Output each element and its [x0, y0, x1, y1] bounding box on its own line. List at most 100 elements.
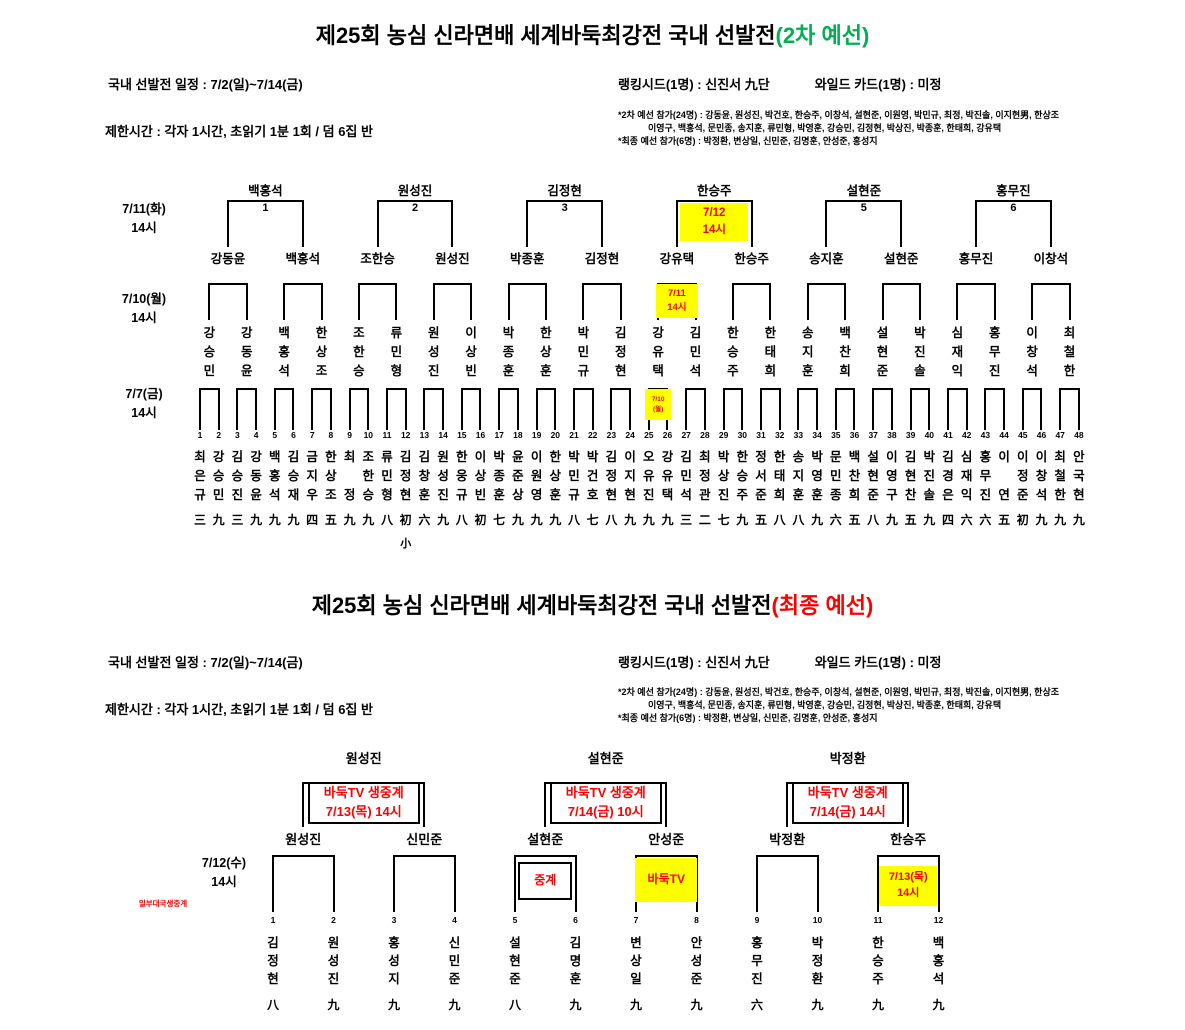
match-bracket — [756, 855, 819, 912]
player-name-char: 진 — [717, 488, 730, 502]
section1-title-suffix: (2차 예선) — [775, 23, 870, 48]
player-name-char: 백 — [848, 450, 861, 464]
match-bracket — [386, 388, 407, 430]
entry-number: 5 — [272, 430, 278, 440]
match-bracket — [825, 200, 903, 247]
player-name-char: 규 — [568, 488, 580, 502]
entry-number: 16 — [475, 430, 486, 440]
player-name-char: 희 — [764, 364, 777, 378]
match-bracket — [423, 388, 445, 430]
player-name-char: 강 — [250, 450, 262, 464]
entry-number: 11 — [873, 915, 883, 925]
player-name-char: 민 — [203, 364, 216, 378]
semifinalist-name: 신민준 — [406, 832, 443, 847]
player-rank: 九 — [642, 513, 655, 527]
player-name-char: 찬 — [839, 345, 851, 359]
player-name-char: 정 — [605, 469, 618, 483]
schedule-box-line: 7/13(목) — [888, 871, 928, 884]
player-name-char: 진 — [231, 488, 244, 502]
player-name-char: 홍 — [932, 954, 945, 968]
player-name-char: 김 — [689, 326, 702, 340]
player-name-char: 유 — [643, 469, 655, 483]
match-bracket — [357, 283, 398, 320]
player-name-char: 홍 — [269, 469, 281, 483]
player-name-char: 김 — [231, 450, 244, 464]
player-name-char: 한 — [1054, 488, 1066, 502]
player-rank: 五 — [848, 513, 861, 527]
schedule-box-line: 바둑TV — [647, 872, 685, 887]
player-name-char: 태 — [764, 345, 777, 359]
player-name-char: 홍 — [751, 936, 763, 950]
player-name-char: 윤 — [240, 364, 253, 378]
schedule-box-line: 바둑TV 생중계 — [565, 785, 646, 801]
match-bracket — [806, 283, 847, 320]
player-note: 小 — [400, 538, 412, 550]
player-name-char: 승 — [736, 469, 749, 483]
player-name-char: 상 — [549, 469, 562, 483]
note-line: 이영구, 백홍석, 문민종, 송지훈, 류민형, 박영훈, 강승민, 김정현, … — [648, 700, 1002, 710]
entry-number: 44 — [999, 430, 1009, 440]
player-name-char: 강 — [212, 450, 225, 464]
player-name-char: 이 — [1026, 326, 1038, 340]
player-name-char: 김 — [418, 450, 431, 464]
player-name-char: 종 — [502, 345, 515, 359]
player-rank: 九 — [362, 513, 375, 527]
group-winner-name: 설현준 — [587, 751, 624, 766]
semifinalist-name: 이창석 — [1033, 252, 1069, 266]
player-name-char: 석 — [278, 364, 290, 378]
entry-number: 18 — [513, 430, 523, 440]
semifinalist-name: 김정현 — [584, 252, 620, 266]
player-name-char: 현 — [614, 364, 627, 378]
player-name-char: 안 — [690, 936, 703, 950]
schedule-box-line: 7/12 — [703, 207, 726, 220]
entry-number: 45 — [1018, 430, 1028, 440]
player-name-char: 김 — [267, 936, 279, 950]
section1-title: 제25회 농심 신라면배 세계바둑최강전 국내 선발전(2차 예선) — [0, 18, 1185, 50]
player-rank: 三 — [231, 513, 244, 527]
player-name-char: 최 — [699, 450, 711, 464]
player-name-char: 상 — [474, 469, 487, 483]
player-rank: 九 — [736, 513, 749, 527]
player-rank: 五 — [998, 513, 1011, 527]
player-name-char: 성 — [690, 954, 703, 968]
player-rank: 八 — [380, 513, 393, 527]
player-name-char: 준 — [867, 488, 879, 502]
player-name-char: 현 — [904, 469, 917, 483]
player-rank: 五 — [324, 513, 337, 527]
match-schedule-box: 바둑TV — [635, 858, 698, 902]
player-name-char: 상 — [512, 488, 524, 502]
player-name-char: 국 — [1073, 469, 1085, 483]
player-name-char: 석 — [269, 488, 281, 502]
player-name-char: 건 — [586, 469, 599, 483]
player-rank: 九 — [530, 513, 543, 527]
player-name-char: 준 — [448, 972, 461, 986]
player-name-char: 상 — [465, 345, 477, 359]
player-name-char: 박 — [923, 450, 936, 464]
player-name-char: 택 — [652, 364, 664, 378]
player-name-char: 이 — [530, 450, 543, 464]
player-name-char: 박 — [577, 326, 590, 340]
player-name-char: 설 — [509, 936, 521, 950]
